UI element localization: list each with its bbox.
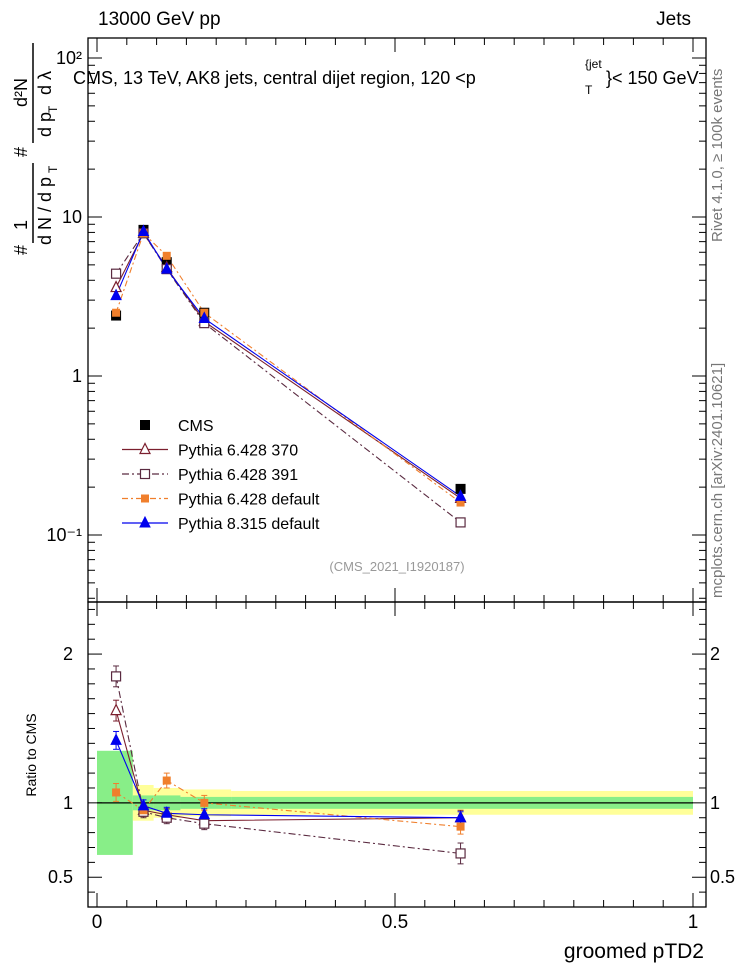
main-ylabel: # 1 d N / d p T # d²N d p T d λ	[11, 43, 60, 255]
main-series-point	[162, 251, 171, 260]
main-series-point	[137, 224, 150, 237]
ylabel-dp: d p	[35, 112, 55, 137]
legend-marker	[139, 515, 151, 528]
ratio-series-point	[456, 822, 465, 831]
ratio-series-point	[199, 818, 210, 829]
title-sup: {jet	[585, 57, 602, 71]
legend-marker	[140, 420, 150, 430]
ylabel-dl: d λ	[35, 71, 55, 95]
main-series-point	[454, 489, 467, 501]
legend-marker	[141, 494, 149, 503]
xtick-label: 0.5	[382, 912, 408, 933]
legend-label: Pythia 6.428 370	[178, 443, 298, 460]
cms-point	[455, 483, 466, 494]
main-series-point	[110, 288, 122, 301]
ylabel-t2: T	[46, 105, 60, 113]
ratio-series-point	[160, 806, 173, 818]
ratio-series-point	[110, 733, 122, 745]
ratio-ytick-label: 0.5	[48, 867, 73, 887]
ratio-series-point	[198, 807, 211, 820]
legend-label: CMS	[178, 418, 214, 435]
title-main: CMS, 13 TeV, AK8 jets, central dijet reg…	[73, 68, 476, 88]
ylabel-one: 1	[11, 220, 31, 230]
rivet-label: Rivet 4.1.0, ≥ 100k events	[709, 69, 726, 242]
main-series-point	[198, 311, 211, 323]
main-series-point	[455, 517, 466, 528]
title-tail: }< 150 GeV	[606, 68, 699, 88]
legend-label: Pythia 8.315 default	[178, 516, 320, 533]
main-series-point	[456, 498, 465, 507]
legend-label: Pythia 6.428 default	[178, 492, 320, 509]
header-left: 13000 GeV pp	[98, 9, 221, 30]
legend-marker	[139, 442, 151, 455]
ratio-series-point	[112, 788, 121, 797]
ratio-series-line	[115, 676, 461, 854]
chart-title: CMS, 13 TeV, AK8 jets, central dijet reg…	[73, 57, 699, 97]
legend-label: Pythia 6.428 391	[178, 467, 298, 484]
legend-marker	[139, 468, 151, 480]
main-ytick-label: 10⁻¹	[46, 525, 82, 545]
ratio-ytick-label-right: 0.5	[710, 867, 735, 887]
xtick-label: 1	[688, 912, 699, 933]
ratio-ylabel: Ratio to CMS	[23, 713, 39, 796]
title-sub: T	[585, 83, 593, 97]
ratio-series-point	[162, 776, 171, 785]
ylabel-d2n: d²N	[11, 78, 31, 107]
watermark: (CMS_2021_I1920187)	[329, 559, 464, 574]
xtick-label: 0	[92, 912, 103, 933]
main-ytick-label: 10²	[56, 48, 82, 68]
ratio-series-point	[455, 848, 466, 859]
header-right: Jets	[656, 9, 691, 30]
main-ytick-label: 10	[62, 207, 82, 227]
mcplots-label: mcplots.cern.ch [arXiv:2401.10621]	[709, 363, 726, 598]
ylabel-dndpt: d N / d p	[35, 177, 55, 245]
ratio-series-point	[200, 798, 209, 807]
main-series-point	[160, 262, 173, 274]
ylabel-hash1: #	[11, 245, 31, 255]
main-series-point	[112, 308, 121, 317]
ratio-frame	[87, 601, 707, 908]
ylabel-t1: T	[46, 165, 60, 173]
ratio-ytick-label: 1	[63, 793, 73, 813]
ratio-series-point	[110, 703, 123, 716]
ratio-ytick-label: 2	[63, 644, 73, 664]
legend: CMS Pythia 6.428 370 Pythia 6.428 391 Pythi…	[122, 418, 320, 533]
main-ytick-label: 1	[72, 366, 82, 386]
ratio-series-point	[110, 671, 122, 682]
ratio-ytick-label-right: 2	[710, 644, 720, 664]
ratio-ytick-label-right: 1	[710, 793, 720, 813]
main-series-point	[110, 268, 122, 279]
ratio-series-point	[454, 810, 467, 823]
xlabel: groomed pTD2	[564, 940, 704, 963]
ylabel-hash2: #	[11, 147, 31, 157]
ratio-series-point	[137, 798, 150, 811]
